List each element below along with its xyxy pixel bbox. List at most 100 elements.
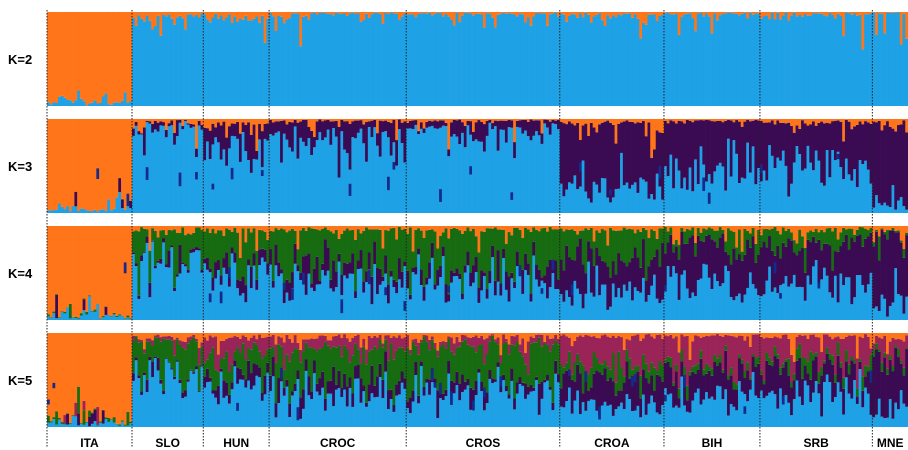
bar-mne-11-cluster-4 [899,360,903,364]
bar-ita-31-cluster-2 [129,101,133,106]
bar-bih-23-cluster-1 [724,12,728,14]
bar-ita-18-cluster-1 [93,119,97,210]
bar-croc-21-cluster-3 [323,120,328,138]
bar-ita-27-cluster-3 [118,178,122,193]
bar-mne-5-cluster-2 [883,298,887,320]
bar-cros-28-cluster-3 [480,121,484,142]
bar-croc-29-cluster-3 [345,121,349,154]
bar-bih-8-cluster-3 [683,123,687,178]
bar-hun-22-cluster-2 [260,400,264,427]
bar-srb-27-cluster-3 [831,121,835,150]
bar-slo-10-cluster-1 [156,333,160,335]
row-k-2 [47,12,908,107]
bar-slo-18-cluster-1 [178,12,182,16]
bar-cros-6-cluster-1 [419,226,424,231]
bar-croa-36-cluster-4 [655,238,659,250]
bar-srb-23-cluster-3 [820,375,824,417]
bar-slo-20-cluster-4 [184,235,188,265]
bar-bih-28-cluster-3 [737,358,742,382]
bar-bih-24-cluster-3 [727,379,731,416]
bar-croa-28-cluster-3 [633,376,637,411]
bar-bih-1-cluster-3 [663,362,668,389]
bar-mne-2-cluster-1 [875,333,879,336]
bar-bih-33-cluster-1 [751,226,755,228]
bar-ita-19-cluster-2 [96,303,100,320]
bar-cros-7-cluster-2 [422,300,426,320]
bar-slo-16-cluster-1 [173,119,177,133]
bar-cros-16-cluster-5 [447,336,451,339]
bar-cros-17-cluster-3 [450,270,454,283]
bar-hun-2-cluster-3 [206,128,210,142]
bar-croc-14-cluster-2 [304,370,308,427]
bar-croc-35-cluster-3 [362,281,366,293]
bar-bih-20-cluster-5 [716,333,720,359]
bar-ita-22-cluster-2 [104,419,108,427]
row-k-4 [47,226,908,320]
bar-bih-1-secondary [663,285,668,292]
bar-ita-26-cluster-2 [115,317,119,320]
bar-cros-15-cluster-2 [444,302,448,320]
bar-ita-19-cluster-2 [96,211,100,213]
bar-mne-4-cluster-5 [880,338,884,363]
bar-croc-18-cluster-3 [315,383,319,392]
bar-cros-12-cluster-4 [436,248,440,270]
bar-cros-52-cluster-5 [546,335,550,345]
bar-mne-12-cluster-1 [902,333,906,342]
bar-cros-55-cluster-5 [554,334,558,341]
bar-hun-4-cluster-2 [211,290,215,320]
bar-mne-4-cluster-1 [880,119,884,131]
bar-srb-24-cluster-1 [823,333,827,335]
bar-croc-19-cluster-4 [318,230,322,281]
bar-mne-4-cluster-4 [880,362,884,372]
bar-hun-4-cluster-1 [211,333,215,338]
bar-ita-29-secondary [123,262,127,274]
bar-cros-17-cluster-4 [450,351,454,381]
bar-cros-30-cluster-3 [485,392,489,404]
bar-srb-24-cluster-2 [823,15,827,106]
bar-slo-5-cluster-1 [142,333,147,350]
bar-bih-7-cluster-2 [680,188,684,213]
bar-croa-30-cluster-3 [639,267,643,293]
bar-croa-22-cluster-2 [617,406,621,427]
bar-cros-37-cluster-2 [504,391,509,427]
bar-croc-19-cluster-3 [318,378,322,396]
bar-srb-5-cluster-2 [770,390,774,427]
bar-ita-22-cluster-1 [104,226,108,307]
bar-hun-3-secondary [208,293,212,303]
bar-croa-24-cluster-4 [622,376,626,383]
bar-croa-15-cluster-1 [598,12,602,14]
bar-ita-11-cluster-1 [74,119,78,192]
bar-bih-2-cluster-3 [666,242,670,267]
bar-cros-54-secondary [551,259,555,271]
bar-srb-23-cluster-2 [820,279,824,320]
bar-mne-6-cluster-4 [886,230,890,240]
bar-croc-6-secondary [282,282,286,291]
bar-ita-11-cluster-3 [74,191,78,207]
bar-ita-27-cluster-2 [118,315,122,320]
bar-cros-18-cluster-1 [452,119,456,120]
bar-cros-39-cluster-4 [510,344,514,369]
bar-cros-5-cluster-2 [417,134,421,213]
bar-cros-7-cluster-3 [422,386,426,396]
bar-cros-54-cluster-3 [551,402,555,411]
bar-srb-7-cluster-1 [776,226,780,231]
bar-cros-3-cluster-2 [411,272,415,320]
bar-srb-16-cluster-5 [801,335,805,358]
bar-croa-16-cluster-3 [600,260,604,285]
bar-srb-35-cluster-1 [853,333,857,336]
bar-cros-36-cluster-1 [502,333,506,335]
bar-mne-13-cluster-2 [905,209,908,213]
bar-croc-4-cluster-2 [277,15,281,107]
bar-slo-4-cluster-2 [140,261,144,320]
bar-bih-26-cluster-2 [732,13,736,107]
bar-hun-2-cluster-2 [206,269,210,320]
bar-hun-10-cluster-2 [227,403,232,427]
bar-croa-37-cluster-1 [658,12,662,16]
bar-ita-31-cluster-1 [129,226,133,319]
bar-cros-47-cluster-2 [532,390,536,427]
bar-cros-22-cluster-3 [463,381,467,390]
bar-croa-37-cluster-2 [658,414,662,427]
bar-hun-4-cluster-2 [211,144,215,213]
bar-cros-30-cluster-5 [485,338,489,354]
bar-croa-38-cluster-1 [661,12,665,15]
